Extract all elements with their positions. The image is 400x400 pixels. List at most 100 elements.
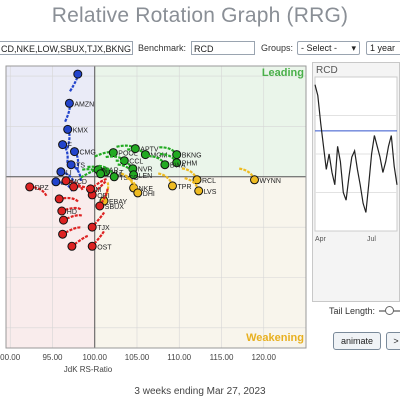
point-label: NVR [138, 167, 153, 174]
point-label: RCL [202, 178, 216, 185]
point-label: M [96, 187, 102, 194]
data-point[interactable] [250, 175, 259, 185]
point-label: ORI [97, 193, 110, 200]
groups-select-value: - Select - [301, 43, 338, 53]
groups-select[interactable]: - Select - ▾ [297, 41, 360, 55]
point-label: HD [67, 209, 77, 216]
data-point[interactable] [140, 150, 150, 160]
data-point[interactable] [56, 167, 66, 177]
quadrant-lagging [6, 176, 95, 348]
rrg-chart: Leading Weakening AMZNKMXCMGFTSLILTRPOOL… [0, 62, 310, 382]
point-label: MGM [150, 153, 167, 160]
data-point[interactable] [87, 241, 97, 251]
data-point[interactable] [58, 229, 68, 239]
point-label: BKNG [182, 153, 202, 160]
point-label: HLT [111, 170, 124, 177]
point-label: DPZ [35, 185, 50, 192]
price-x-label: Jul [367, 236, 376, 243]
data-point[interactable] [25, 182, 35, 192]
data-point[interactable] [108, 148, 118, 158]
x-tick-label: 110.00 [167, 353, 191, 362]
x-tick-label: 105.00 [125, 353, 150, 362]
point-label: EBAY [109, 199, 127, 206]
data-point[interactable] [59, 215, 68, 225]
benchmark-input[interactable]: RCD [191, 41, 255, 55]
x-axis-label: JdK RS-Ratio [64, 365, 113, 374]
toolbar: CD,NKE,LOW,SBUX,TJX,BKNG Benchmark: RCD … [0, 40, 400, 58]
quadrant-leading [94, 66, 306, 177]
x-tick-label: 100.00 [82, 353, 107, 362]
data-point[interactable] [66, 160, 76, 170]
price-x-label: Apr [315, 236, 327, 243]
x-tick-label: 95.00 [42, 353, 63, 362]
groups-label: Groups: [261, 43, 294, 53]
data-point[interactable] [69, 182, 79, 192]
x-tick-label: 115.00 [210, 353, 234, 362]
point-label: NKE [139, 186, 154, 193]
quadrant-label-weakening: Weakening [246, 332, 304, 344]
point-label: SBUX [105, 204, 124, 211]
quadrant-label-leading: Leading [262, 67, 304, 79]
point-label: LEN [139, 173, 153, 180]
data-point[interactable] [95, 201, 105, 211]
data-point[interactable] [160, 160, 170, 170]
tail-length-label: Tail Length: [329, 306, 376, 316]
point-label: WYNN [260, 178, 281, 185]
data-point[interactable] [194, 186, 204, 196]
tail-length-slider[interactable] [379, 306, 400, 315]
next-button[interactable]: > [386, 332, 400, 350]
point-label: TS [76, 163, 85, 170]
data-point[interactable] [63, 124, 73, 134]
point-label: APTV [140, 147, 159, 154]
data-point[interactable] [133, 188, 143, 198]
slider-handle[interactable] [385, 306, 394, 315]
point-label: PHM [182, 161, 198, 168]
data-marks: AMZNKMXCMGFTSLILTRPOOLCCLAPTVMGMBKNGPHMB… [25, 69, 281, 251]
point-label: OST [97, 244, 112, 251]
data-point[interactable] [172, 158, 182, 168]
benchmark-panel-symbol: RCD [316, 65, 338, 76]
point-label: MCD [71, 179, 87, 186]
data-point[interactable] [168, 181, 177, 191]
x-tick-label: 00.00 [0, 353, 21, 362]
data-point[interactable] [172, 150, 182, 160]
point-label: LVS [204, 189, 217, 196]
point-label: POOL [118, 151, 138, 158]
data-point[interactable] [58, 140, 68, 150]
point-label: BWA [170, 163, 186, 170]
benchmark-label: Benchmark: [138, 43, 187, 53]
benchmark-panel: RCD Apr Jul [312, 62, 400, 302]
page-title: Relative Rotation Graph (RRG) [51, 4, 349, 27]
period-select[interactable]: 1 year [366, 41, 400, 55]
data-point[interactable] [96, 169, 106, 179]
data-point[interactable] [87, 222, 97, 232]
chevron-down-icon: ▾ [351, 43, 356, 53]
data-point[interactable] [67, 241, 77, 251]
benchmark-price-chart: Apr Jul [314, 76, 398, 243]
price-line [314, 84, 398, 213]
rrg-plot-svg: Leading Weakening AMZNKMXCMGFTSLILTRPOOL… [0, 65, 307, 374]
point-label: KMX [73, 127, 89, 134]
data-point[interactable] [73, 69, 83, 79]
data-point[interactable] [70, 147, 79, 157]
data-point[interactable] [129, 170, 139, 180]
data-point[interactable] [109, 172, 119, 182]
animate-button[interactable]: animate [333, 332, 381, 350]
data-point[interactable] [61, 176, 71, 186]
symbols-input[interactable]: CD,NKE,LOW,SBUX,TJX,BKNG [0, 41, 133, 55]
data-point[interactable] [51, 177, 61, 187]
point-label: CCL [129, 159, 143, 166]
quadrant-weakening [94, 176, 306, 348]
point-label: DHI [143, 191, 155, 198]
point-label: CMG [80, 150, 96, 157]
series-tail [91, 230, 105, 248]
data-point[interactable] [54, 194, 64, 204]
data-point[interactable] [192, 175, 202, 185]
data-point[interactable] [64, 98, 74, 108]
x-axis-ticks: 00.00 95.00 100.00 105.00 110.00 115.00 120.00 [0, 353, 276, 362]
period-caption: 3 weeks ending Mar 27, 2023 [134, 386, 266, 397]
point-label: TPR [178, 184, 192, 191]
point-label: LI [66, 170, 72, 177]
point-label: AMZN [74, 101, 94, 108]
data-point[interactable] [57, 206, 67, 216]
